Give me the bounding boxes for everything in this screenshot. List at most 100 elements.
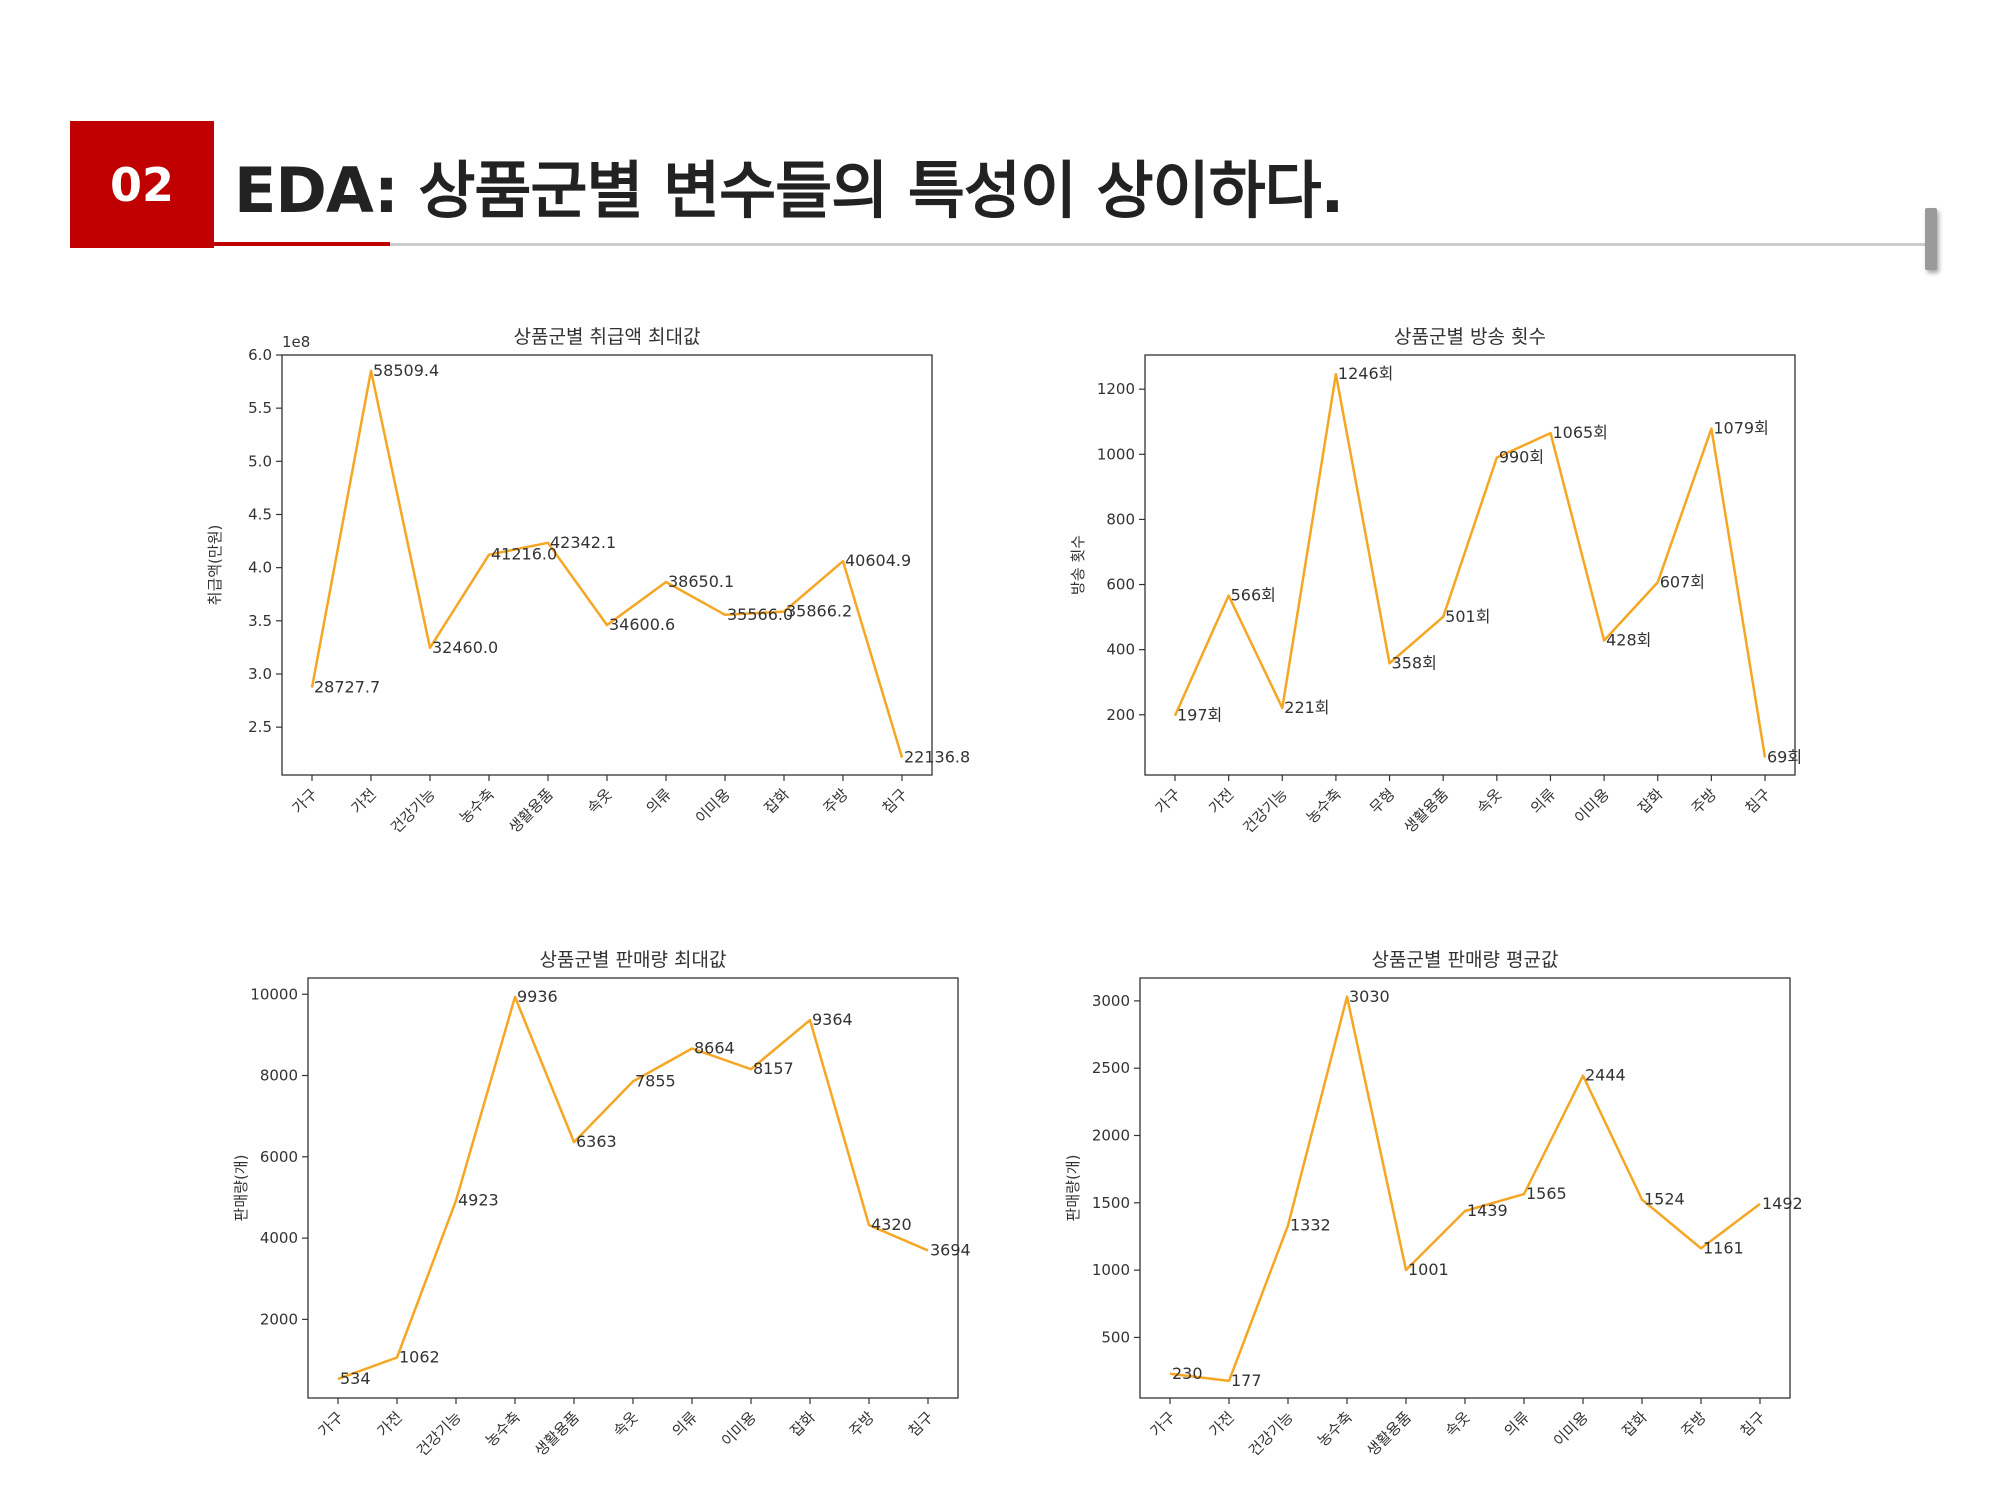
data-label: 197회 (1177, 706, 1222, 725)
plot-frame (307, 977, 959, 1399)
x-tick-label: 주방 (820, 785, 852, 817)
y-tick-label: 3000 (1092, 992, 1130, 1010)
data-label: 358회 (1392, 653, 1437, 672)
x-tick-label: 가전 (1205, 785, 1237, 817)
x-tick-label: 생활용품 (1363, 1408, 1415, 1460)
y-tick-label: 4.0 (248, 559, 272, 577)
y-axis-label: 취급액(만원) (206, 525, 224, 606)
y-tick-label: 500 (1101, 1328, 1130, 1346)
section-number-badge: 02 (70, 121, 214, 248)
x-tick-label: 침구 (1742, 785, 1774, 817)
data-label: 41216.0 (491, 545, 557, 564)
plot-frame (1144, 354, 1796, 776)
y-axis-label: 판매량(개) (1064, 1155, 1082, 1222)
x-tick-label: 의류 (643, 785, 675, 817)
x-tick-label: 주방 (1688, 785, 1720, 817)
data-label: 6363 (576, 1132, 617, 1151)
y-tick-label: 8000 (260, 1067, 298, 1085)
data-label: 8157 (753, 1059, 794, 1078)
series-line (310, 369, 904, 758)
x-tick-label: 의류 (1527, 785, 1559, 817)
data-label: 1001 (1408, 1260, 1449, 1279)
series-line (1173, 372, 1767, 758)
x-tick-label: 침구 (905, 1408, 937, 1440)
x-tick-label: 가전 (1206, 1408, 1238, 1440)
y-tick-label: 3.5 (248, 612, 272, 630)
y-tick-label: 400 (1106, 641, 1135, 659)
data-label: 4320 (871, 1215, 912, 1234)
x-tick-label: 잡화 (787, 1408, 819, 1440)
plot-frame (1139, 977, 1791, 1399)
x-tick-label: 농수축 (456, 785, 498, 827)
data-label: 2444 (1585, 1066, 1626, 1085)
data-label: 8664 (694, 1039, 735, 1058)
title-divider (214, 243, 1934, 246)
scroll-handle[interactable] (1925, 208, 1937, 270)
y-tick-label: 2500 (1092, 1059, 1130, 1077)
y-tick-label: 5.0 (248, 452, 272, 470)
y-tick-label: 2.5 (248, 718, 272, 736)
data-label: 1492 (1762, 1194, 1803, 1213)
x-tick-label: 농수축 (1303, 785, 1345, 827)
x-tick-label: 침구 (1737, 1408, 1769, 1440)
data-label: 34600.6 (609, 615, 675, 634)
x-tick-label: 가전 (374, 1408, 406, 1440)
data-label: 1062 (399, 1347, 440, 1366)
x-tick-label: 속옷 (610, 1408, 642, 1440)
y-tick-label: 2000 (260, 1310, 298, 1328)
x-tick-label: 이미용 (1571, 785, 1613, 827)
chart-title: 상품군별 판매량 평균값 (1372, 949, 1559, 971)
data-label: 3030 (1349, 987, 1390, 1006)
y-tick-label: 6000 (260, 1148, 298, 1166)
data-label: 501회 (1445, 607, 1490, 626)
x-tick-label: 이미용 (1550, 1408, 1592, 1450)
data-label: 534 (340, 1369, 371, 1388)
data-label: 1439 (1467, 1201, 1508, 1220)
y-tick-label: 1000 (1097, 445, 1135, 463)
data-label: 69회 (1767, 747, 1802, 766)
x-tick-label: 생활용품 (1400, 785, 1452, 837)
data-label: 58509.4 (373, 361, 439, 380)
data-label: 7855 (635, 1071, 676, 1090)
x-tick-label: 의류 (1501, 1408, 1533, 1440)
data-label: 22136.8 (904, 748, 970, 767)
y-tick-label: 800 (1106, 510, 1135, 528)
data-label: 1079회 (1713, 419, 1768, 438)
data-label: 3694 (930, 1241, 971, 1260)
data-label: 9936 (517, 987, 558, 1006)
x-tick-label: 주방 (846, 1408, 878, 1440)
data-label: 230 (1172, 1364, 1203, 1383)
x-tick-label: 가전 (348, 785, 380, 817)
data-label: 990회 (1499, 448, 1544, 467)
x-tick-label: 가구 (289, 785, 321, 817)
chart-title: 상품군별 방송 횟수 (1394, 326, 1546, 348)
y-tick-label: 4.5 (248, 505, 272, 523)
data-label: 177 (1231, 1371, 1262, 1390)
x-tick-label: 속옷 (1442, 1408, 1474, 1440)
slide-title: EDA: 상품군별 변수들의 특성이 상이하다. (234, 154, 1344, 227)
x-tick-label: 농수축 (1314, 1408, 1356, 1450)
y-tick-label: 3.0 (248, 665, 272, 683)
y-tick-label: 10000 (250, 985, 298, 1003)
x-tick-label: 생활용품 (531, 1408, 583, 1460)
data-label: 38650.1 (668, 572, 734, 591)
data-label: 1246회 (1338, 364, 1393, 383)
data-label: 1524 (1644, 1190, 1685, 1209)
y-tick-label: 1200 (1097, 380, 1135, 398)
data-label: 607회 (1660, 572, 1705, 591)
y-tick-label: 200 (1106, 706, 1135, 724)
y-tick-label: 4000 (260, 1229, 298, 1247)
x-tick-label: 가구 (1152, 785, 1184, 817)
series-line (337, 995, 929, 1381)
title-divider-accent (214, 242, 390, 246)
chart-1: 상품군별 취급액 최대값 1e8 취급액(만원) 2.5 3.0 3.5 4.0 4.5 5.0… (206, 326, 970, 837)
x-tick-label: 잡화 (761, 785, 793, 817)
data-label: 35566.0 (727, 605, 793, 624)
y-tick-label: 6.0 (248, 346, 272, 364)
chart-title: 상품군별 취급액 최대값 (514, 326, 701, 348)
data-label: 566회 (1231, 586, 1276, 605)
